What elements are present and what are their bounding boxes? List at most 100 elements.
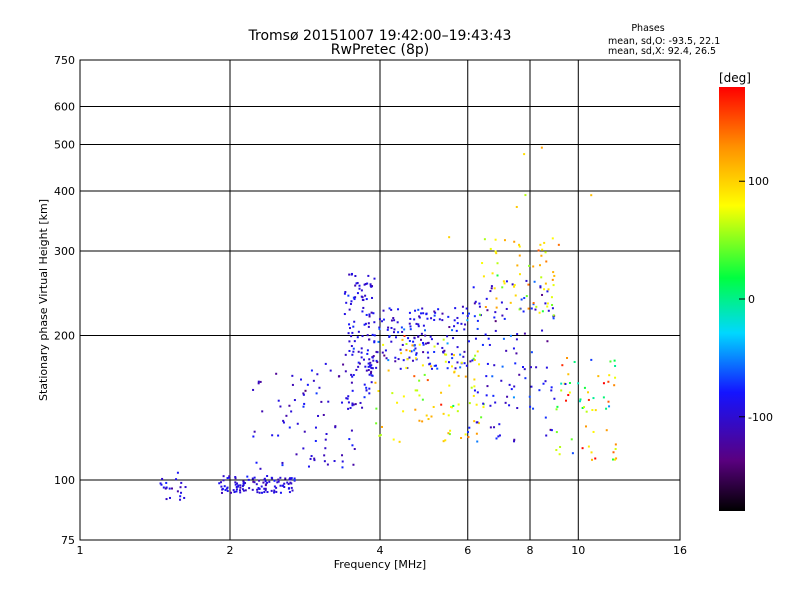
data-point: [542, 382, 545, 385]
data-point: [334, 426, 337, 429]
data-point: [371, 296, 374, 299]
data-point: [546, 305, 549, 308]
data-point: [161, 477, 164, 480]
data-point: [408, 350, 411, 353]
data-point: [381, 425, 384, 428]
data-point: [252, 480, 255, 483]
data-point: [287, 487, 290, 490]
data-point: [472, 394, 475, 397]
data-point: [350, 345, 353, 348]
data-point: [361, 310, 364, 313]
data-point: [159, 482, 162, 485]
data-point: [300, 378, 303, 381]
data-point: [387, 359, 390, 362]
data-point: [460, 322, 463, 325]
data-point: [351, 402, 354, 405]
data-point: [456, 316, 459, 319]
data-point: [438, 318, 441, 321]
data-point: [436, 342, 439, 345]
data-point: [314, 439, 317, 442]
data-point: [447, 315, 450, 318]
data-point: [375, 366, 378, 369]
data-point: [367, 369, 370, 372]
data-point: [350, 373, 353, 376]
data-point: [257, 382, 260, 385]
data-point: [532, 303, 535, 306]
data-point: [352, 463, 355, 466]
data-point: [462, 355, 465, 358]
data-point: [494, 320, 497, 323]
data-point: [226, 477, 229, 480]
data-point: [382, 318, 385, 321]
data-point: [402, 359, 405, 362]
data-point: [555, 408, 558, 411]
data-point: [235, 486, 238, 489]
data-point: [487, 337, 490, 340]
data-point: [415, 352, 418, 355]
data-point: [442, 338, 445, 341]
data-point: [518, 308, 521, 311]
data-point: [258, 491, 261, 494]
data-point: [448, 384, 451, 387]
data-point: [418, 316, 421, 319]
data-point: [393, 328, 396, 331]
data-point: [407, 337, 410, 340]
data-point: [227, 476, 230, 479]
data-point: [474, 300, 477, 303]
data-point: [506, 395, 509, 398]
data-point: [418, 315, 421, 318]
data-point: [273, 491, 276, 494]
data-point: [275, 486, 278, 489]
data-point: [500, 379, 503, 382]
data-point: [345, 397, 348, 400]
data-point: [484, 305, 487, 308]
data-point: [354, 275, 357, 278]
data-point: [277, 480, 280, 483]
data-point: [496, 274, 499, 277]
data-point: [329, 369, 332, 372]
data-point: [391, 392, 394, 395]
data-point: [392, 317, 395, 320]
data-point: [222, 475, 225, 478]
data-point: [403, 335, 406, 338]
data-point: [590, 451, 593, 454]
data-point: [351, 404, 354, 407]
data-point: [179, 495, 182, 498]
data-point: [284, 477, 287, 480]
data-point: [403, 328, 406, 331]
data-point: [369, 361, 372, 364]
data-point: [587, 391, 590, 394]
data-point: [486, 309, 489, 312]
data-point: [253, 430, 256, 433]
data-point: [418, 419, 421, 422]
data-point: [252, 435, 255, 438]
data-point: [460, 361, 463, 364]
data-point: [581, 406, 584, 409]
data-point: [165, 481, 168, 484]
data-point: [518, 245, 521, 248]
data-point: [411, 344, 414, 347]
y-tick-label: 400: [54, 185, 75, 198]
data-point: [348, 349, 351, 352]
data-point: [491, 272, 494, 275]
data-point: [448, 236, 451, 239]
data-point: [165, 498, 168, 501]
data-point: [500, 301, 503, 304]
data-point: [421, 307, 424, 310]
data-point: [371, 367, 374, 370]
data-point: [176, 490, 179, 493]
data-point: [597, 375, 600, 378]
data-point: [184, 486, 187, 489]
data-point: [591, 458, 594, 461]
data-point: [225, 487, 228, 490]
data-point: [544, 302, 547, 305]
data-point: [368, 315, 371, 318]
data-point: [315, 392, 318, 395]
data-point: [453, 325, 456, 328]
data-point: [361, 406, 364, 409]
data-point: [501, 286, 504, 289]
data-point: [540, 146, 543, 149]
data-point: [455, 329, 458, 332]
data-point: [463, 350, 466, 353]
data-point: [405, 366, 408, 369]
